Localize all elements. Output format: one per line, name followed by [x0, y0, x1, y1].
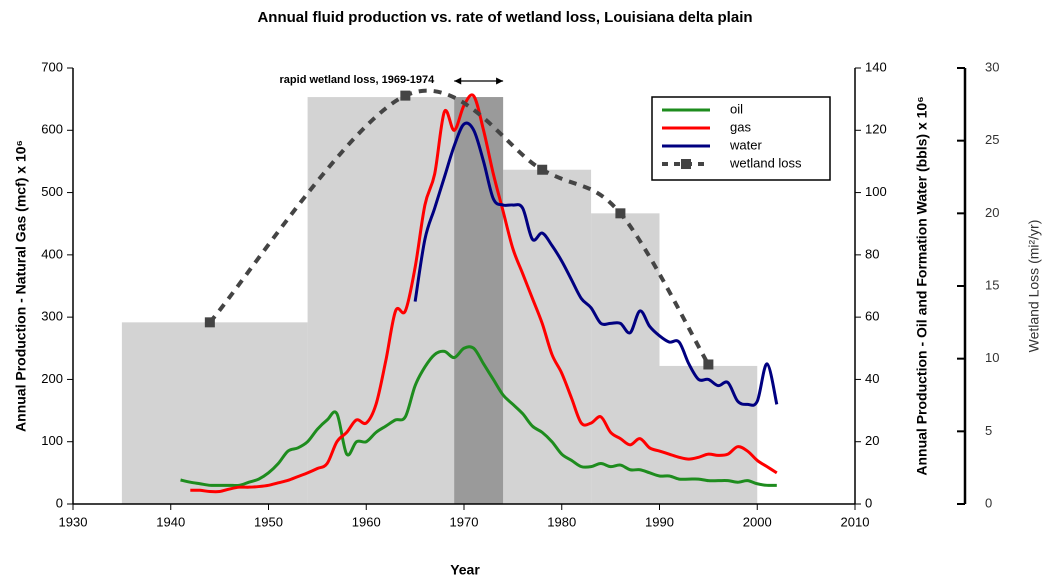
series-line: [190, 93, 778, 494]
y2-tick-label: 0: [865, 495, 872, 510]
y3-tick-label: 5: [985, 423, 992, 438]
y3-tick-label: 25: [985, 132, 999, 147]
y-tick-label: 500: [41, 184, 63, 199]
legend-label: oil: [730, 101, 743, 116]
series-line: [180, 345, 777, 488]
legend-marker: [681, 159, 691, 169]
series-line: [413, 121, 779, 407]
wetland-marker: [400, 90, 411, 101]
y3-tick-label: 15: [985, 277, 999, 292]
y-tick-label: 400: [41, 246, 63, 261]
x-tick-label: 1980: [547, 514, 576, 529]
y-tick-label: 200: [41, 371, 63, 386]
y-axis-label: Annual Production - Natural Gas (mcf) x …: [13, 140, 29, 432]
y-tick-label: 600: [41, 122, 63, 137]
chart-title: Annual fluid production vs. rate of wetl…: [257, 9, 752, 26]
y2-tick-label: 140: [865, 59, 887, 74]
y3-tick-label: 0: [985, 495, 992, 510]
y2-tick-label: 120: [865, 122, 887, 137]
annotation-band: [454, 97, 504, 505]
arrow-head: [496, 77, 504, 85]
wetland-marker: [204, 317, 215, 328]
x-tick-label: 1970: [450, 514, 479, 529]
x-tick-label: 1930: [59, 514, 88, 529]
x-tick-label: 1990: [645, 514, 674, 529]
y2-axis-label: Annual Production - Oil and Formation Wa…: [914, 96, 930, 475]
y2-tick-label: 20: [865, 433, 879, 448]
legend-label: wetland loss: [729, 155, 802, 170]
y3-axis-label: Wetland Loss (mi²/yr): [1026, 220, 1042, 353]
y3-tick-label: 10: [985, 350, 999, 365]
y3-tick-label: 30: [985, 59, 999, 74]
period-bar: [121, 322, 308, 504]
wetland-marker: [703, 359, 714, 370]
y2-tick-label: 100: [865, 184, 887, 199]
x-tick-label: 1960: [352, 514, 381, 529]
period-bar: [591, 213, 660, 505]
x-tick-label: 2010: [841, 514, 870, 529]
legend-label: gas: [730, 119, 751, 134]
wetland-marker: [615, 208, 626, 219]
y-tick-label: 300: [41, 309, 63, 324]
x-tick-label: 1950: [254, 514, 283, 529]
series-line: [208, 88, 711, 366]
wetland-marker: [537, 164, 548, 175]
y2-tick-label: 80: [865, 246, 879, 261]
legend-label: water: [729, 137, 762, 152]
x-tick-label: 2000: [743, 514, 772, 529]
y2-tick-label: 60: [865, 309, 879, 324]
x-tick-label: 1940: [156, 514, 185, 529]
arrow-head: [454, 77, 462, 85]
y2-tick-label: 40: [865, 371, 879, 386]
annotation-text: rapid wetland loss, 1969-1974: [280, 74, 436, 86]
y3-tick-label: 20: [985, 205, 999, 220]
x-axis-label: Year: [450, 562, 480, 578]
y-tick-label: 0: [56, 495, 63, 510]
period-bar: [659, 365, 758, 504]
y-tick-label: 700: [41, 59, 63, 74]
y-tick-label: 100: [41, 433, 63, 448]
